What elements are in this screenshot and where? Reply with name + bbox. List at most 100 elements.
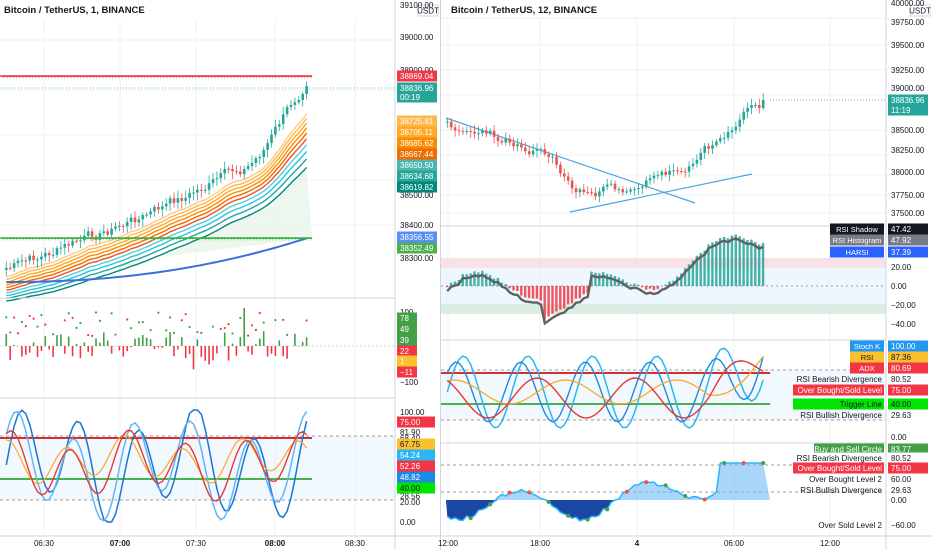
ema-line [6, 127, 308, 286]
candle-body [761, 100, 765, 108]
resistance-marker: + [204, 75, 208, 81]
harsi-value-badge [888, 246, 928, 258]
candle-body [67, 243, 70, 246]
candle-body [274, 126, 277, 135]
support-marker: + [280, 237, 284, 243]
pane2-dot [24, 325, 27, 328]
candle-body [75, 240, 78, 242]
left-price-badge-text: 38667.44 [400, 150, 434, 159]
buy-sell-circle [702, 497, 707, 502]
candle-body [79, 240, 82, 242]
harsi-histogram-bar [516, 286, 519, 291]
left-pane3-badge [397, 460, 435, 472]
candle-body [141, 214, 145, 220]
candle-body [192, 192, 195, 194]
adx-line [5, 429, 308, 502]
rsi-area-level-value: 83.77 [891, 445, 912, 454]
left-price-badge [397, 137, 437, 149]
left-price-badge [397, 82, 437, 94]
left-time-axis[interactable]: 06:30 07:00 07:30 08:00 08:30 [0, 535, 440, 548]
harsi-histogram-bar [527, 286, 531, 298]
harsi-value-text: 47.92 [891, 236, 912, 245]
right-chart[interactable]: Bitcoin / TetherUS, 12, BINANCE [440, 0, 932, 550]
candle-body [47, 253, 51, 256]
support-marker: + [207, 237, 211, 243]
candle-body [516, 144, 519, 147]
support-marker: + [287, 237, 291, 243]
left-pane2-badge [397, 334, 417, 346]
buy-sell-circle [663, 483, 668, 488]
resistance-marker: + [24, 75, 28, 81]
harsi-histogram-bar [664, 284, 667, 286]
candle-body [676, 170, 679, 172]
support-marker: + [124, 237, 128, 243]
left-currency-box[interactable] [417, 4, 439, 17]
resistance-marker: + [172, 75, 176, 81]
resistance-marker: + [146, 75, 150, 81]
right-time-axis[interactable]: 12:00 18:00 4 06:00 12:00 [438, 535, 932, 548]
left-chart-title: Bitcoin / TetherUS, 1, BINANCE [4, 5, 145, 16]
resistance-marker: + [162, 75, 166, 81]
harsi-legend-name: RSI Shadow [836, 225, 878, 234]
candle-body [32, 255, 35, 261]
resistance-marker: + [284, 75, 288, 81]
harsi-histogram-bar [555, 286, 558, 312]
resistance-marker: + [15, 75, 19, 81]
buy-sell-circle [507, 490, 512, 495]
right-price-badge [888, 104, 928, 116]
resistance-marker: + [50, 75, 54, 81]
pane2-dot [196, 331, 199, 334]
candle-body [609, 183, 613, 185]
left-chart[interactable]: + + + + + + + + + + + + + + + + + + + + + + + + + + + + + + + + + + + + + + + +… [0, 0, 440, 550]
support-marker: + [236, 237, 240, 243]
support-marker: + [152, 237, 156, 243]
left-price-badge-text: 38725.81 [400, 117, 434, 126]
candle-body [687, 166, 691, 172]
resistance-marker: + [306, 75, 310, 81]
candle-body [524, 147, 527, 152]
harsi-histogram-bar [512, 286, 515, 291]
resistance-marker: + [191, 75, 195, 81]
candle-body [570, 180, 574, 189]
right-axis-tick: 37750.00 [891, 191, 925, 200]
candle-body [750, 105, 753, 108]
harsi-histogram-bar [726, 238, 730, 286]
candle-body [24, 260, 28, 262]
candle-body [656, 175, 660, 177]
candle-body [51, 254, 55, 256]
resistance-marker: + [76, 75, 80, 81]
candle-body [297, 100, 301, 103]
rsi-area-fill-top [446, 463, 770, 521]
resistance-marker: + [79, 75, 83, 81]
resistance-marker: + [236, 75, 240, 81]
harsi-histogram-bar [746, 240, 749, 286]
candle-body [754, 105, 757, 107]
left-price-axis[interactable]: USDT 39100.0039000.0038900.0038500.00384… [394, 0, 440, 550]
pane2-dot [9, 331, 12, 334]
candle-body [644, 180, 648, 187]
harsi-histogram-bar [570, 286, 574, 304]
candle-body [469, 131, 472, 133]
left-pane2-badge [397, 312, 417, 324]
rsi-area-level-name: Buy and Sell Circle [814, 445, 882, 454]
resistance-marker: + [12, 75, 16, 81]
left-price-badge [397, 148, 437, 160]
stoch-value-badge [888, 362, 928, 374]
resistance-marker: + [248, 75, 252, 81]
harsi-histogram-bar [602, 272, 605, 286]
buy-sell-circle [566, 513, 571, 518]
candle-body [734, 126, 738, 131]
support-marker: + [21, 237, 25, 243]
right-price-axis[interactable]: USDT 40000.00 39750.00 39500.00 39250.00 390… [793, 0, 932, 550]
support-marker: + [175, 237, 179, 243]
candle-body [90, 231, 94, 237]
pane2-dot [16, 332, 20, 335]
support-marker: + [290, 237, 294, 243]
left-pane2-badge [397, 323, 417, 335]
right-currency-box[interactable] [909, 4, 931, 17]
support-marker: + [82, 237, 86, 243]
candle-body [527, 151, 531, 155]
support-marker: + [284, 237, 288, 243]
candle-body [492, 130, 496, 137]
